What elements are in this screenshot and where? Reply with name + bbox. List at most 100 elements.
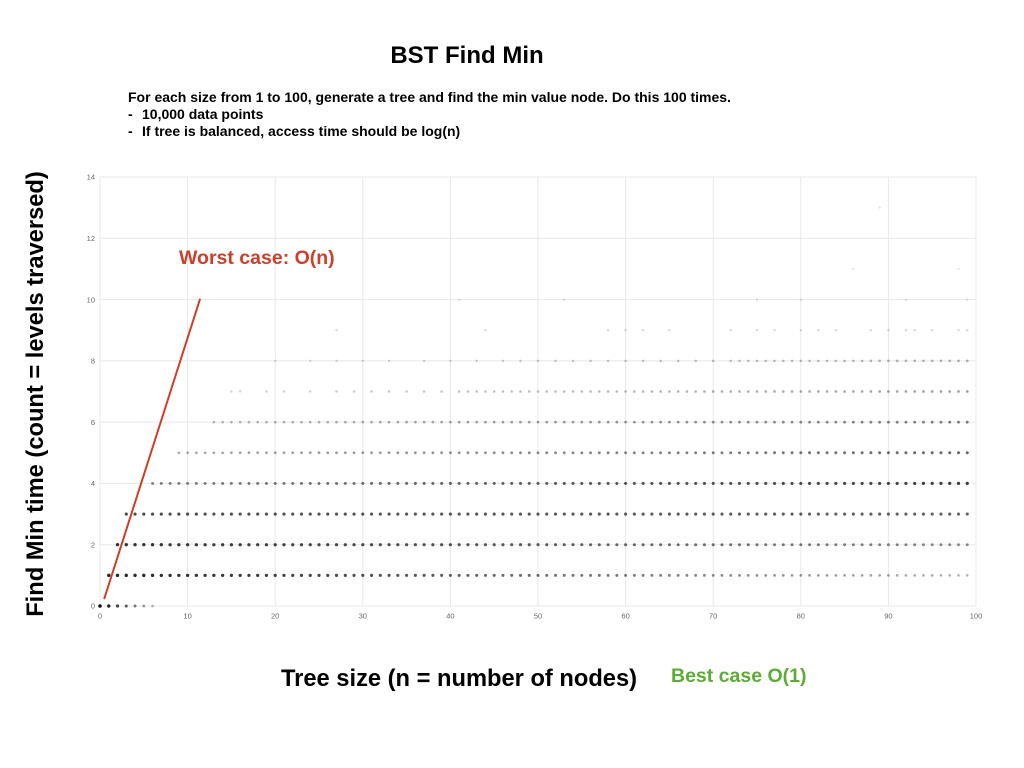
data-point — [413, 512, 417, 516]
data-point — [860, 359, 864, 363]
data-point — [536, 512, 540, 516]
data-point — [781, 390, 785, 393]
data-point — [133, 543, 137, 547]
data-point — [676, 359, 680, 363]
data-point — [825, 512, 829, 516]
data-point — [843, 481, 847, 486]
data-point — [212, 451, 216, 455]
data-point — [221, 451, 224, 455]
data-point — [501, 359, 505, 363]
data-point — [457, 573, 461, 577]
data-point — [422, 390, 426, 393]
data-point — [466, 573, 470, 577]
data-point — [957, 267, 960, 271]
data-point — [387, 359, 391, 363]
data-point — [475, 451, 479, 455]
data-point — [475, 390, 478, 393]
data-point — [746, 359, 750, 363]
data-point — [291, 573, 295, 577]
data-point — [676, 512, 680, 516]
data-point — [317, 543, 321, 547]
data-point — [448, 451, 452, 455]
data-point — [615, 573, 619, 577]
data-point — [203, 573, 207, 578]
data-point — [159, 573, 163, 578]
data-point — [343, 451, 347, 455]
data-point — [650, 481, 654, 485]
data-point — [904, 543, 908, 547]
data-point — [711, 390, 715, 393]
data-point — [703, 573, 706, 577]
data-point — [703, 420, 706, 424]
data-point — [851, 481, 855, 486]
data-point — [159, 543, 163, 547]
data-point — [247, 543, 251, 547]
data-point — [194, 512, 198, 516]
data-point — [799, 512, 803, 516]
annotations — [103, 298, 201, 600]
data-point — [781, 481, 785, 486]
data-point — [554, 451, 557, 455]
data-point — [527, 420, 531, 424]
data-point — [396, 420, 400, 424]
data-point — [641, 359, 645, 363]
data-point — [948, 543, 952, 547]
data-point — [887, 329, 890, 332]
x-tick-label: 90 — [884, 612, 892, 621]
data-point — [212, 481, 216, 485]
data-point — [230, 420, 233, 424]
data-point — [904, 574, 908, 577]
data-point — [729, 390, 733, 393]
data-point — [869, 481, 873, 486]
data-point — [632, 573, 636, 577]
data-point — [738, 451, 741, 455]
data-point — [922, 390, 925, 393]
data-point — [738, 543, 741, 547]
data-point — [264, 573, 269, 577]
data-point — [527, 512, 531, 516]
data-point — [624, 390, 627, 393]
data-point — [475, 420, 479, 424]
data-point — [142, 512, 146, 516]
data-point — [177, 543, 181, 547]
data-point — [405, 390, 408, 393]
data-point — [851, 451, 855, 455]
data-point — [448, 512, 452, 516]
data-point — [378, 573, 382, 577]
data-point — [930, 451, 934, 455]
data-point — [536, 573, 540, 577]
data-point — [519, 451, 522, 455]
data-point — [615, 512, 619, 516]
worst-case-line — [103, 298, 201, 600]
data-point — [317, 573, 321, 577]
data-point — [457, 451, 461, 455]
data-point — [817, 329, 820, 332]
data-point — [483, 543, 487, 547]
data-point — [562, 451, 566, 455]
data-point — [361, 420, 365, 424]
data-point — [676, 390, 680, 393]
data-point — [308, 543, 312, 547]
data-point — [746, 420, 750, 424]
data-point — [580, 573, 584, 577]
data-point — [545, 512, 549, 516]
data-point — [606, 573, 610, 577]
data-point — [606, 451, 610, 455]
x-tick-label: 20 — [271, 612, 279, 621]
data-point — [518, 543, 523, 547]
data-point — [834, 390, 838, 393]
data-point — [308, 512, 312, 516]
data-point — [606, 390, 610, 393]
data-point — [335, 329, 338, 332]
data-point — [772, 481, 777, 486]
data-point — [965, 390, 969, 393]
data-point — [632, 451, 636, 455]
data-point — [738, 420, 741, 424]
data-point — [492, 573, 496, 577]
data-point — [746, 451, 750, 455]
data-point — [834, 359, 838, 363]
data-point — [720, 543, 724, 547]
data-point — [571, 390, 575, 393]
data-point — [387, 451, 391, 455]
